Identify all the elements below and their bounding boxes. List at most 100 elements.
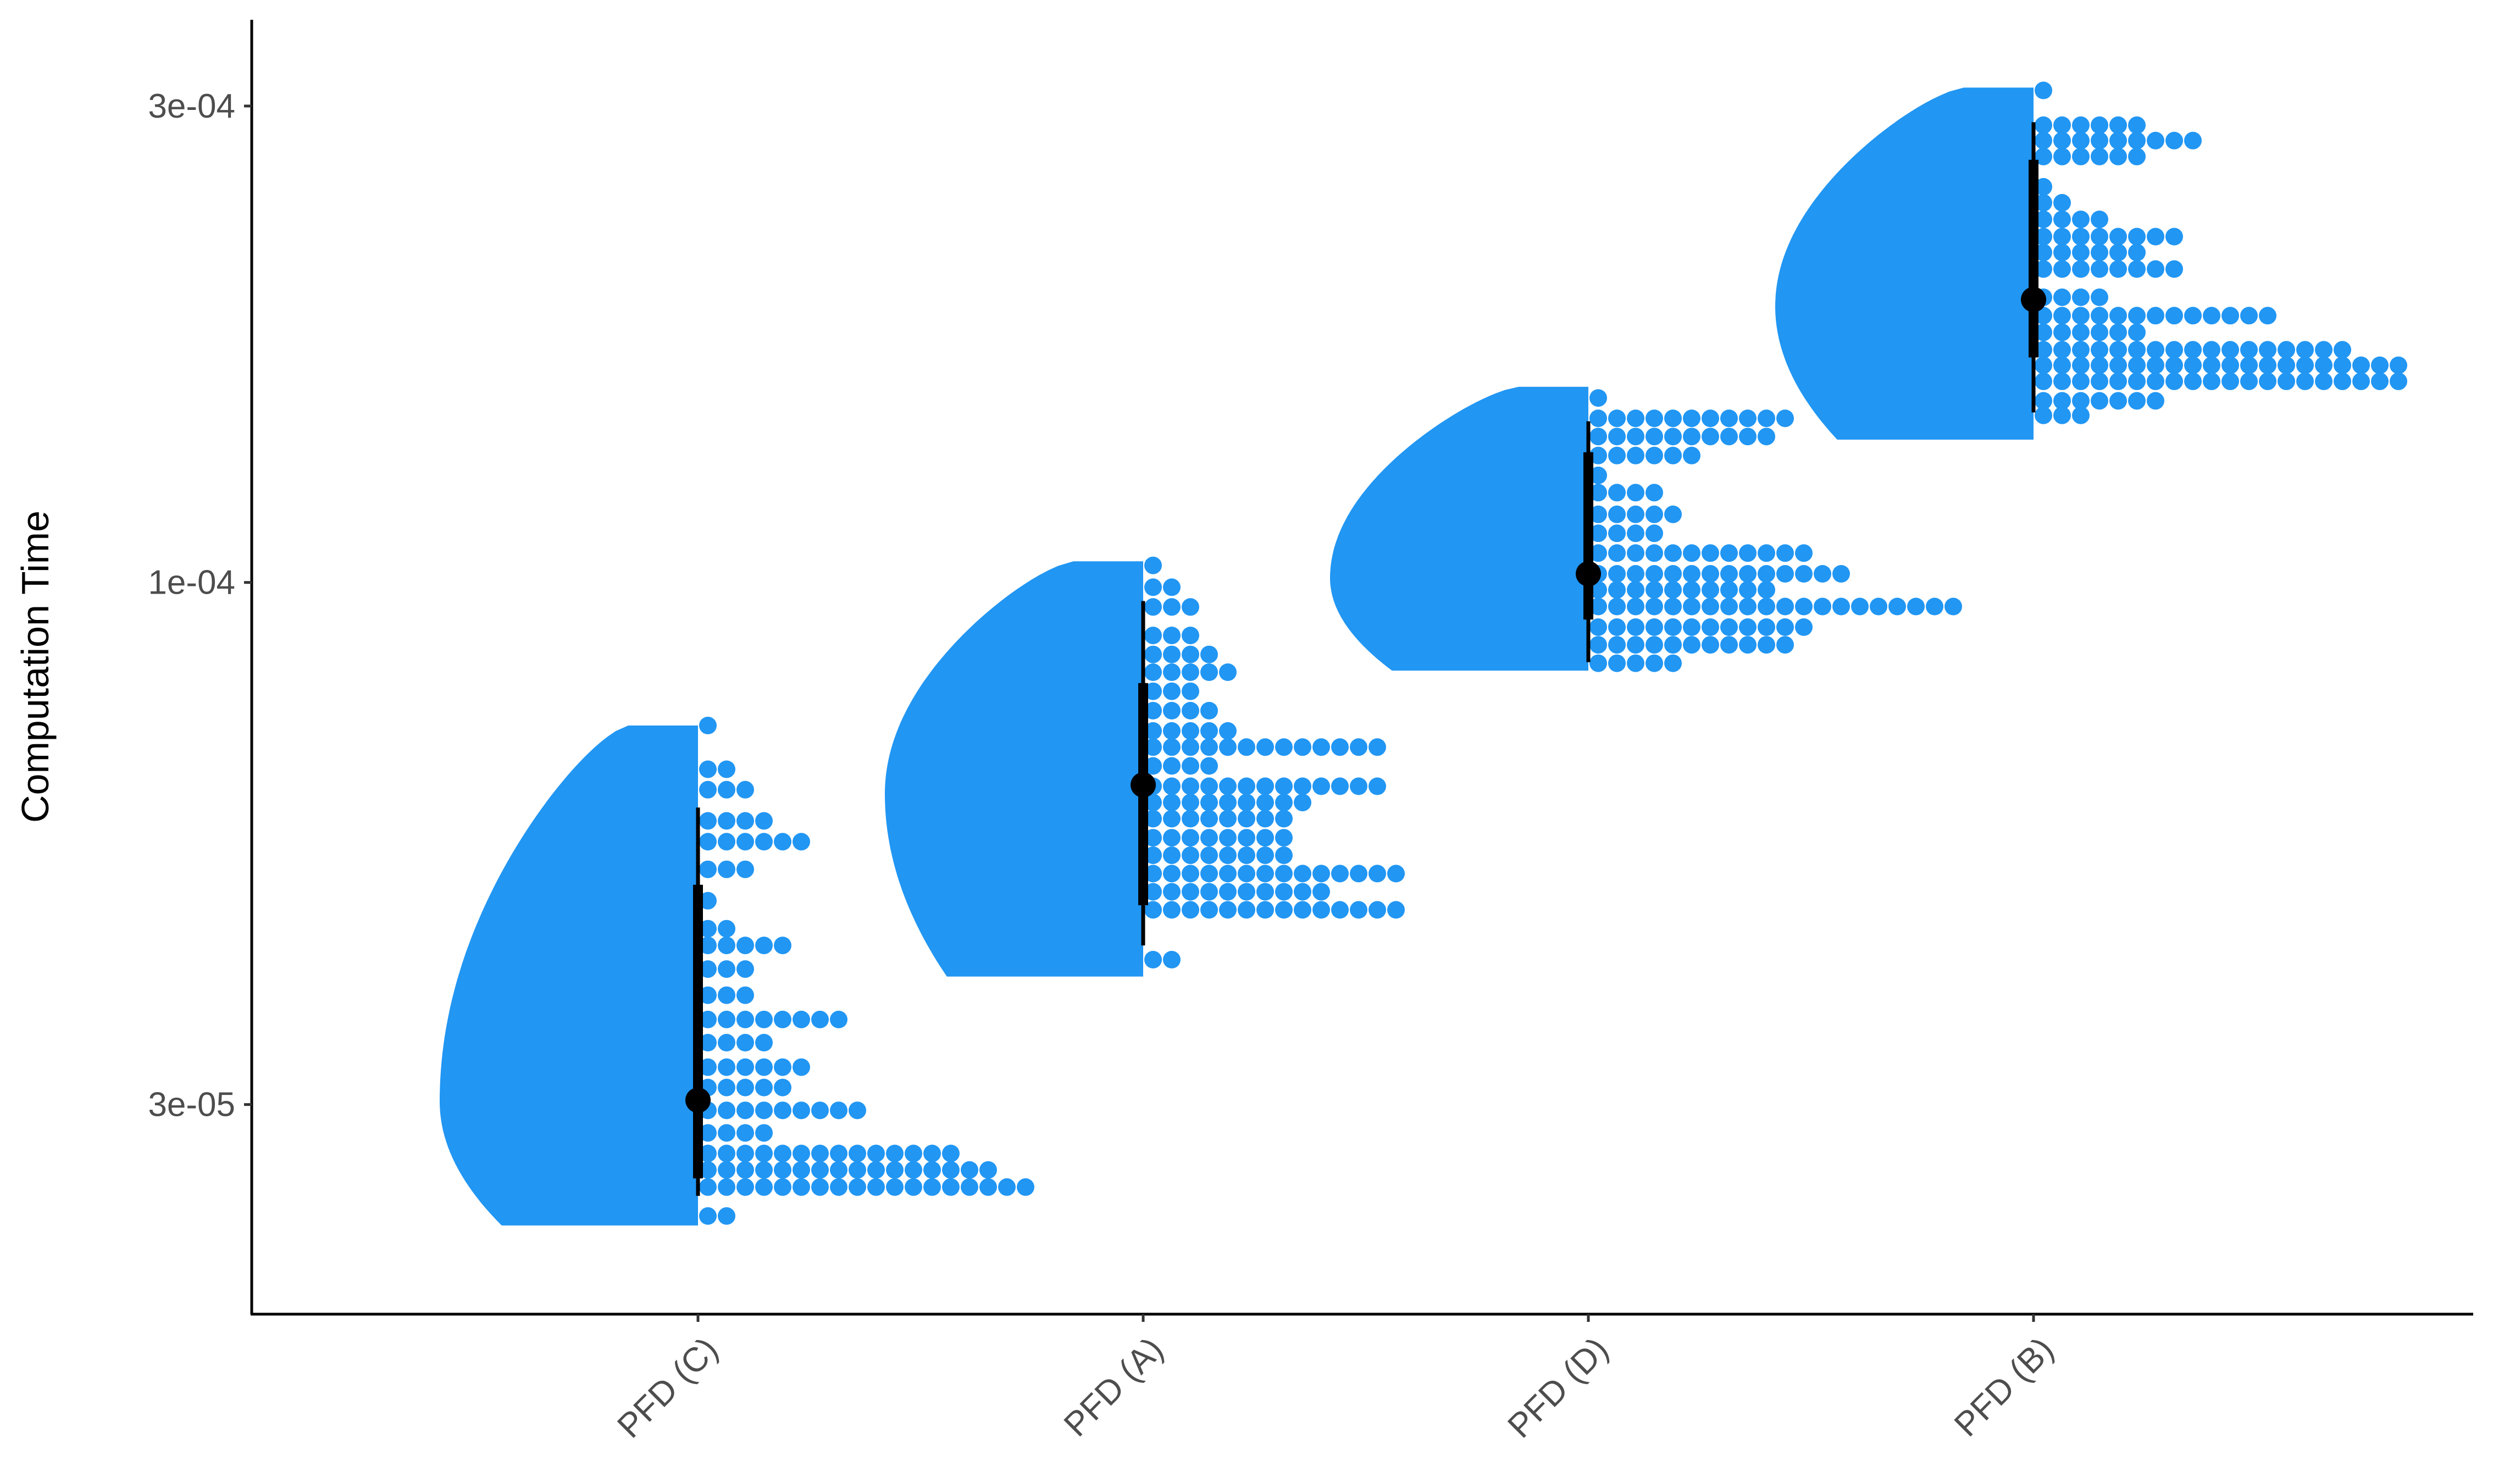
data-dot (1200, 777, 1218, 795)
data-dot (923, 1161, 941, 1179)
data-dot (2334, 341, 2351, 359)
data-dot (736, 1034, 754, 1051)
data-dot (2072, 288, 2090, 306)
data-dot (2240, 307, 2258, 325)
data-dot (1589, 446, 1607, 464)
data-dot (1720, 618, 1738, 636)
data-dot (1163, 810, 1181, 828)
data-dot (1720, 581, 1738, 599)
data-dot (1739, 565, 1757, 583)
data-dot (699, 1010, 717, 1028)
data-dot (1589, 636, 1607, 654)
data-dot (1163, 794, 1181, 812)
data-dot (1627, 505, 1644, 523)
data-dot (774, 1161, 791, 1179)
data-dot (736, 812, 754, 830)
data-dot (1776, 565, 1794, 583)
data-dot (1646, 428, 1663, 446)
data-dot (1627, 581, 1644, 599)
data-dot (2091, 307, 2108, 325)
data-dot (1256, 810, 1274, 828)
data-dot (1200, 702, 1218, 719)
data-dot (1163, 682, 1181, 700)
data-dot (2091, 147, 2108, 165)
data-dot (886, 1178, 904, 1196)
data-dot (1369, 738, 1386, 756)
data-dot (755, 812, 773, 830)
data-dot (2296, 356, 2314, 374)
data-dot (1200, 846, 1218, 865)
median-point (685, 1087, 711, 1113)
data-dot (755, 1161, 773, 1179)
data-dot (1627, 544, 1644, 562)
data-dot (1275, 846, 1293, 865)
data-dot (1144, 738, 1162, 756)
data-dot (1387, 865, 1405, 883)
data-dot (736, 1161, 754, 1179)
data-dot (1664, 544, 1682, 562)
data-dot (1646, 565, 1663, 583)
data-dot (2147, 307, 2164, 325)
data-dot (1238, 865, 1255, 883)
data-dot (886, 1161, 904, 1179)
data-dot (1350, 865, 1367, 883)
data-dot (1795, 565, 1813, 583)
data-dot (1683, 428, 1700, 446)
data-dot (699, 920, 717, 938)
data-dot (699, 1058, 717, 1076)
data-dot (1589, 409, 1607, 428)
y-ticks: 3e-05 1e-04 3e-04 (148, 87, 252, 1124)
data-dot (1200, 883, 1218, 901)
data-dot (1664, 409, 1682, 428)
data-dot (1795, 544, 1813, 562)
data-dot (2184, 341, 2202, 359)
data-dot (1589, 524, 1607, 542)
data-dot (1758, 618, 1775, 636)
data-dot (774, 1078, 791, 1097)
data-dot (1163, 663, 1181, 681)
data-dot (699, 1207, 717, 1225)
data-dot (1144, 578, 1162, 596)
data-dot (699, 937, 717, 955)
data-dot (2165, 260, 2183, 278)
data-dot (942, 1161, 960, 1179)
data-dot (1294, 901, 1311, 919)
data-dot (2035, 307, 2052, 325)
data-dot (2165, 228, 2183, 246)
data-dot (2053, 406, 2071, 424)
data-dot (718, 1101, 735, 1120)
data-dot (2072, 406, 2090, 424)
data-dot (1369, 777, 1386, 795)
data-dot (1627, 428, 1644, 446)
data-dot (2240, 372, 2258, 390)
data-dot (1608, 409, 1626, 428)
data-dot (1200, 829, 1218, 847)
data-dot (2072, 147, 2090, 165)
data-dot (2072, 260, 2090, 278)
data-dot (2053, 228, 2071, 246)
data-dot (2390, 372, 2407, 390)
data-dot (1702, 636, 1719, 654)
data-dot (1163, 829, 1181, 847)
data-dot (961, 1178, 978, 1196)
data-dot (830, 1010, 847, 1028)
data-dot (755, 1010, 773, 1028)
data-dot (1182, 663, 1199, 681)
data-dot (1664, 636, 1682, 654)
data-dot (2240, 356, 2258, 374)
data-dot (1144, 682, 1162, 700)
data-dot (2278, 372, 2295, 390)
data-dot (1608, 597, 1626, 616)
data-dot (2053, 372, 2071, 390)
data-dot (1589, 484, 1607, 502)
data-dot (718, 812, 735, 830)
data-dot (2035, 243, 2052, 262)
data-dot (2053, 116, 2071, 134)
data-dot (811, 1010, 829, 1028)
data-dot (1182, 865, 1199, 883)
data-dot (1739, 597, 1757, 616)
data-dot (1387, 901, 1405, 919)
data-dot (998, 1178, 1016, 1196)
data-dot (1294, 738, 1311, 756)
data-dot (1720, 636, 1738, 654)
